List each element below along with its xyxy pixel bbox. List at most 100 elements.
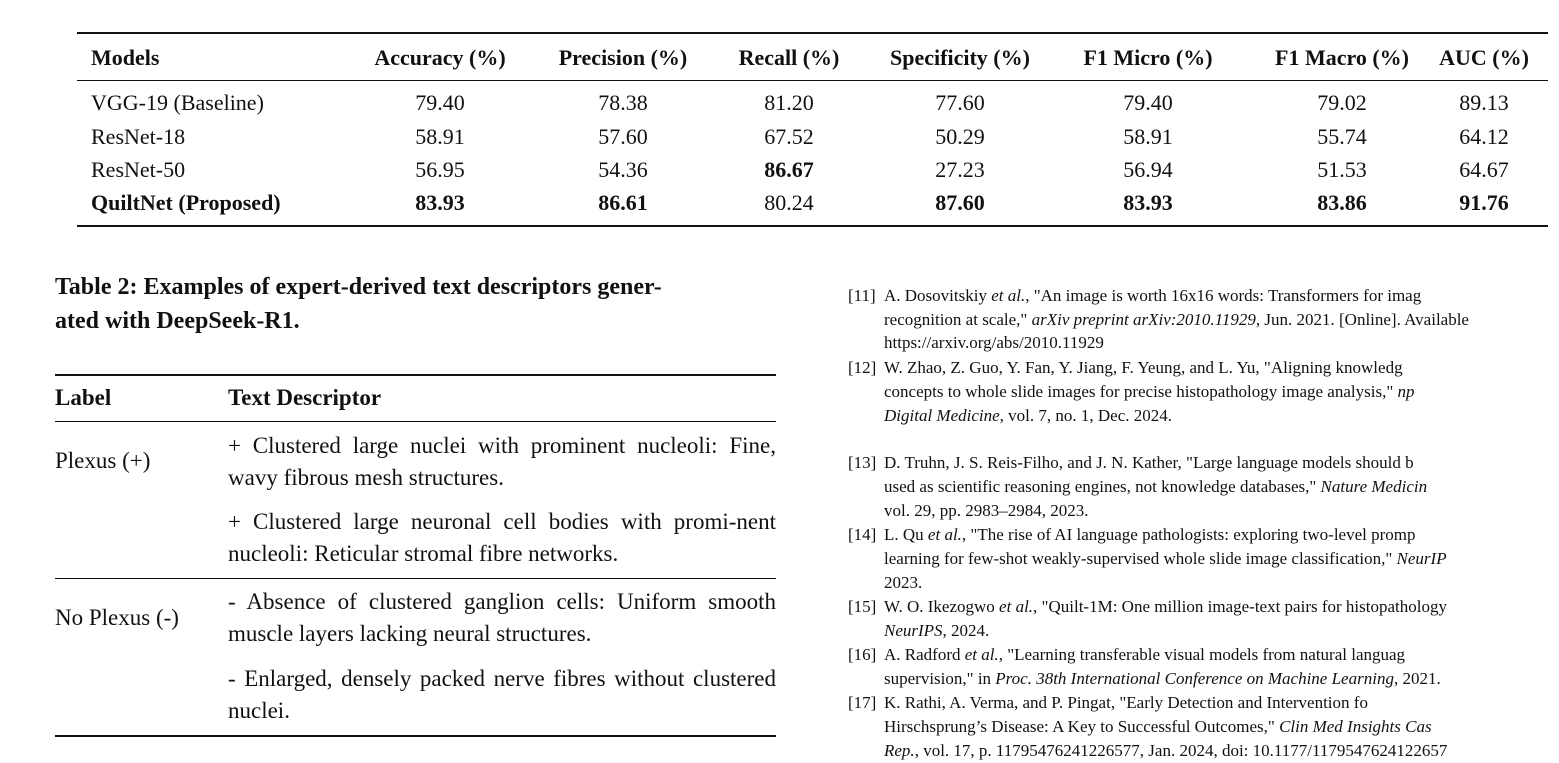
table-rule: [55, 735, 776, 737]
reference-number: [15]: [848, 597, 877, 616]
reference-number: [17]: [848, 693, 877, 712]
reference-text: , 2024.: [942, 621, 990, 640]
descriptor: + Clustered large nuclei with prominent …: [228, 433, 776, 490]
table-cell: 56.95: [415, 157, 465, 182]
column-header: Specificity (%): [890, 45, 1030, 70]
reference-line: learning for few-shot weakly-supervised …: [884, 547, 1447, 571]
reference-text: , vol. 7, no. 1, Dec. 2024.: [999, 406, 1173, 425]
table-cell: 81.20: [764, 90, 814, 115]
reference-text: A. Dosovitskiy: [884, 286, 992, 305]
reference-text: vol. 29, pp. 2983–2984, 2023.: [884, 501, 1089, 520]
table-cell: 78.38: [598, 90, 648, 115]
table-rule: [55, 578, 776, 579]
reference-text: et al.: [999, 597, 1034, 616]
table-caption: Table 2: Examples of expert-derived text…: [55, 274, 662, 300]
table-cell: 54.36: [598, 157, 648, 182]
reference-text: NeurIPS: [884, 621, 943, 640]
table-cell: 86.67: [764, 157, 814, 182]
descriptor: - Enlarged, densely packed nerve fibres …: [228, 666, 776, 723]
table-cell: 55.74: [1317, 124, 1367, 149]
reference-line: NeurIPS, 2024.: [884, 619, 989, 643]
row-label: No Plexus (-): [55, 605, 179, 630]
reference-text: , "Learning transferable visual models f…: [998, 645, 1406, 664]
reference-text: Nature Medicin: [1320, 477, 1428, 496]
reference-text: W. Zhao, Z. Guo, Y. Fan, Y. Jiang, F. Ye…: [884, 358, 1403, 377]
table-cell: 83.93: [1123, 190, 1173, 215]
table-cell: 27.23: [935, 157, 985, 182]
table-cell: 64.67: [1459, 157, 1509, 182]
column-header: Label: [55, 385, 112, 410]
reference-text: arXiv preprint arXiv:2010.11929: [1031, 310, 1256, 329]
table-cell: 91.76: [1459, 190, 1509, 215]
table-rule: [77, 80, 1548, 81]
table-cell: 83.86: [1317, 190, 1367, 215]
column-header: Models: [91, 45, 160, 70]
table-rule: [77, 225, 1548, 227]
reference-text: supervision," in: [884, 669, 996, 688]
column-header: Text Descriptor: [228, 385, 382, 410]
reference-line: Hirschsprung’s Disease: A Key to Success…: [884, 715, 1432, 739]
row-label: Plexus (+): [55, 448, 151, 473]
reference-text: W. O. Ikezogwo: [884, 597, 1000, 616]
column-header: AUC (%): [1439, 45, 1529, 70]
reference-text: https://arxiv.org/abs/2010.11929: [884, 333, 1104, 352]
reference-text: , "An image is worth 16x16 words: Transf…: [1025, 286, 1422, 305]
reference-line: W. O. Ikezogwo et al., "Quilt-1M: One mi…: [884, 595, 1447, 619]
reference-line: https://arxiv.org/abs/2010.11929: [884, 331, 1104, 355]
table-cell: ResNet-50: [91, 157, 186, 182]
reference-text: np: [1397, 382, 1415, 401]
table-cell: 56.94: [1123, 157, 1173, 182]
reference-line: vol. 29, pp. 2983–2984, 2023.: [884, 499, 1088, 523]
reference-line: concepts to whole slide images for preci…: [884, 380, 1415, 404]
table-cell: 58.91: [415, 124, 465, 149]
table-cell: 87.60: [935, 190, 985, 215]
table-rule: [55, 421, 776, 422]
reference-text: A. Radford: [884, 645, 965, 664]
table-cell: 57.60: [598, 124, 648, 149]
reference-number: [11]: [848, 286, 876, 305]
reference-text: et al.: [991, 286, 1026, 305]
reference-text: K. Rathi, A. Verma, and P. Pingat, "Earl…: [884, 693, 1368, 712]
reference-text: recognition at scale,": [884, 310, 1032, 329]
reference-text: , Jun. 2021. [Online]. Available: [1255, 310, 1469, 329]
reference-line: K. Rathi, A. Verma, and P. Pingat, "Earl…: [884, 691, 1368, 715]
reference-number: [14]: [848, 525, 877, 544]
reference-text: Proc. 38th International Conference on M…: [995, 669, 1394, 688]
reference-text: L. Qu: [884, 525, 928, 544]
reference-line: Digital Medicine, vol. 7, no. 1, Dec. 20…: [884, 404, 1172, 428]
table-cell: 58.91: [1123, 124, 1173, 149]
reference-line: Rep., vol. 17, p. 11795476241226577, Jan…: [884, 739, 1447, 763]
descriptor: - Absence of clustered ganglion cells: U…: [228, 589, 776, 646]
table-cell: 89.13: [1459, 90, 1509, 115]
reference-text: Clin Med Insights Cas: [1279, 717, 1432, 736]
table-rule: [55, 374, 776, 376]
reference-line: used as scientific reasoning engines, no…: [884, 475, 1427, 499]
table-caption: ated with DeepSeek-R1.: [55, 308, 300, 334]
reference-line: W. Zhao, Z. Guo, Y. Fan, Y. Jiang, F. Ye…: [884, 356, 1403, 380]
reference-line: 2023.: [884, 571, 922, 595]
table-rule: [77, 32, 1548, 34]
column-header: Accuracy (%): [374, 45, 506, 70]
reference-text: used as scientific reasoning engines, no…: [884, 477, 1321, 496]
reference-text: Rep.: [884, 741, 915, 760]
reference-text: learning for few-shot weakly-supervised …: [884, 549, 1397, 568]
table-cell: 67.52: [764, 124, 814, 149]
table-cell: ResNet-18: [91, 124, 186, 149]
reference-line: D. Truhn, J. S. Reis-Filho, and J. N. Ka…: [884, 451, 1414, 475]
reference-number: [16]: [848, 645, 877, 664]
reference-line: supervision," in Proc. 38th Internationa…: [884, 667, 1441, 691]
reference-line: A. Radford et al., "Learning transferabl…: [884, 643, 1405, 667]
reference-line: recognition at scale," arXiv preprint ar…: [884, 308, 1469, 332]
reference-text: et al.: [927, 525, 962, 544]
reference-number: [12]: [848, 358, 877, 377]
reference-text: , 2021.: [1393, 669, 1441, 688]
reference-text: Digital Medicine: [884, 406, 1000, 425]
table-cell: 51.53: [1317, 157, 1367, 182]
reference-text: et al.: [964, 645, 999, 664]
table-cell: 79.02: [1317, 90, 1367, 115]
reference-text: 2023.: [884, 573, 923, 592]
table-cell: 86.61: [598, 190, 648, 215]
reference-number: [13]: [848, 453, 877, 472]
reference-line: A. Dosovitskiy et al., "An image is wort…: [884, 284, 1421, 308]
